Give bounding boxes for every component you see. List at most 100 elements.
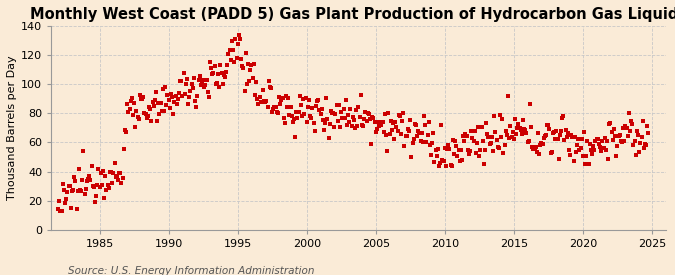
- Point: [202, 90, 213, 94]
- Point: [328, 110, 339, 115]
- Point: [188, 76, 199, 81]
- Point: [495, 113, 506, 118]
- Point: [245, 67, 256, 72]
- Point: [392, 128, 403, 133]
- Point: [291, 110, 302, 114]
- Point: [593, 141, 604, 146]
- Point: [76, 188, 86, 193]
- Point: [289, 117, 300, 121]
- Point: [402, 126, 413, 131]
- Point: [122, 102, 132, 107]
- Point: [65, 206, 76, 210]
- Point: [520, 128, 531, 132]
- Point: [513, 121, 524, 126]
- Point: [225, 58, 236, 62]
- Point: [531, 150, 542, 154]
- Point: [59, 200, 70, 205]
- Point: [269, 105, 280, 109]
- Point: [399, 143, 410, 148]
- Point: [67, 188, 78, 193]
- Point: [628, 143, 639, 147]
- Point: [397, 119, 408, 124]
- Point: [492, 145, 503, 150]
- Point: [642, 123, 653, 128]
- Point: [624, 111, 634, 115]
- Point: [454, 159, 465, 163]
- Point: [322, 117, 333, 121]
- Point: [254, 95, 265, 99]
- Point: [247, 76, 258, 80]
- Point: [552, 136, 563, 141]
- Point: [250, 79, 261, 84]
- Point: [461, 134, 472, 138]
- Point: [92, 183, 103, 187]
- Point: [606, 130, 617, 135]
- Point: [537, 142, 548, 147]
- Point: [570, 150, 581, 154]
- Point: [271, 110, 282, 114]
- Point: [168, 111, 179, 116]
- Point: [479, 162, 489, 167]
- Point: [427, 141, 437, 145]
- Point: [428, 131, 439, 136]
- Point: [351, 108, 362, 112]
- Point: [86, 164, 97, 168]
- Point: [414, 131, 425, 135]
- Point: [53, 206, 63, 211]
- Point: [507, 130, 518, 134]
- Point: [346, 124, 357, 128]
- Point: [489, 114, 500, 118]
- Point: [132, 115, 143, 119]
- Point: [61, 197, 72, 201]
- Point: [420, 123, 431, 127]
- Point: [183, 101, 194, 106]
- Point: [118, 147, 129, 152]
- Point: [597, 139, 608, 143]
- Point: [277, 96, 288, 100]
- Point: [382, 148, 393, 153]
- Point: [290, 135, 300, 139]
- Point: [321, 96, 331, 100]
- Point: [224, 48, 235, 52]
- Point: [632, 133, 643, 137]
- Point: [596, 148, 607, 153]
- Point: [128, 112, 138, 117]
- Point: [107, 181, 117, 186]
- Point: [317, 118, 328, 123]
- Point: [504, 136, 514, 140]
- Point: [175, 79, 186, 83]
- Point: [605, 120, 616, 125]
- Point: [558, 114, 568, 118]
- Point: [516, 132, 527, 136]
- Point: [180, 92, 190, 97]
- Point: [510, 117, 520, 121]
- Point: [314, 108, 325, 112]
- Point: [188, 85, 198, 90]
- Point: [57, 182, 68, 187]
- Point: [580, 162, 591, 166]
- Point: [313, 98, 323, 102]
- Point: [242, 61, 253, 66]
- Point: [493, 146, 504, 150]
- Point: [574, 148, 585, 152]
- Point: [250, 92, 261, 97]
- Point: [278, 116, 289, 120]
- Point: [576, 137, 587, 141]
- Point: [575, 146, 586, 150]
- Point: [253, 101, 264, 106]
- Point: [95, 171, 106, 175]
- Point: [554, 133, 565, 138]
- Point: [323, 136, 334, 140]
- Point: [136, 97, 146, 101]
- Point: [460, 132, 471, 136]
- Point: [429, 160, 440, 164]
- Point: [330, 112, 341, 116]
- Point: [208, 71, 219, 76]
- Point: [219, 75, 230, 79]
- Point: [331, 103, 342, 107]
- Point: [405, 118, 416, 122]
- Point: [531, 145, 541, 149]
- Point: [227, 39, 238, 43]
- Point: [155, 101, 166, 106]
- Point: [163, 98, 174, 103]
